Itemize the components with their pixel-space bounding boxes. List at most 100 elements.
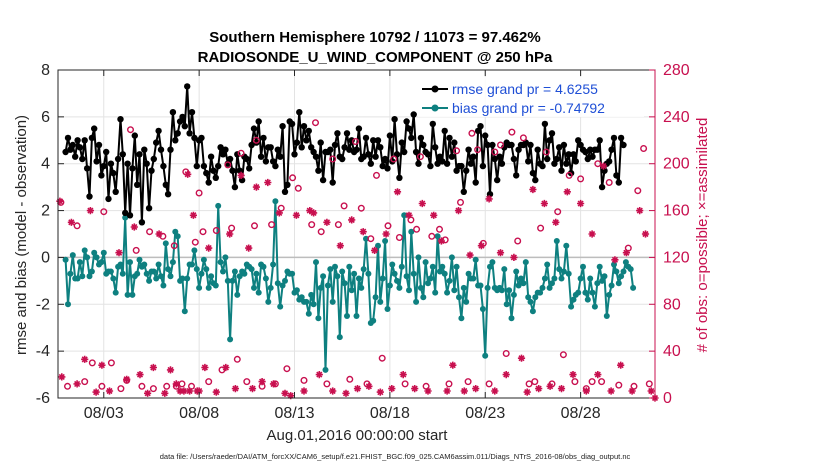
bias-point <box>482 352 489 359</box>
rmse-point <box>76 144 84 151</box>
bias-point <box>208 273 215 280</box>
assimilated-obs-marker <box>365 382 373 390</box>
bias-point <box>153 275 160 282</box>
bias-point <box>539 284 546 291</box>
rmse-point <box>348 137 355 144</box>
bias-point <box>217 259 224 266</box>
bias-point <box>329 298 336 305</box>
legend: rmse grand pr = 4.6255 bias grand pr = -0… <box>418 77 644 117</box>
assimilated-obs-marker <box>430 211 438 219</box>
assimilated-obs-marker <box>607 387 615 395</box>
assimilated-obs-marker <box>161 389 169 397</box>
bias-point <box>107 268 114 275</box>
possible-obs-marker <box>308 221 316 229</box>
bias-point <box>251 284 257 291</box>
rmse-point <box>184 83 191 90</box>
rmse-point <box>458 162 465 170</box>
possible-obs-marker <box>457 198 465 206</box>
possible-obs-marker <box>464 378 472 386</box>
rmse-point <box>293 139 301 146</box>
assimilated-obs-marker <box>186 387 194 395</box>
y2-tick-label: 0 <box>663 390 672 407</box>
bias-point <box>413 298 420 305</box>
assimilated-obs-marker <box>264 178 272 187</box>
possible-obs-marker <box>559 351 567 359</box>
rmse-point <box>250 125 258 132</box>
assimilated-obs-marker <box>287 392 295 400</box>
rmse-point <box>439 158 446 165</box>
possible-obs-marker <box>346 375 354 383</box>
legend-marker-0 <box>431 85 439 93</box>
rmse-point <box>317 139 324 146</box>
assimilated-obs-marker <box>411 385 419 393</box>
y2-tick-label: 240 <box>663 109 690 126</box>
rmse-point <box>331 141 339 149</box>
bias-point <box>236 273 243 280</box>
rmse-point <box>93 158 100 165</box>
rmse-point <box>606 158 613 165</box>
bias-point <box>420 294 427 301</box>
bias-series <box>62 198 637 373</box>
possible-obs-marker <box>117 385 125 393</box>
bias-point <box>527 298 534 305</box>
rmse-point <box>386 132 394 139</box>
x-tick-label: 08/23 <box>465 405 505 422</box>
possible-obs-marker <box>289 174 297 182</box>
bias-point <box>277 303 284 310</box>
rmse-point <box>420 141 427 149</box>
rmse-point <box>329 179 336 186</box>
possible-obs-marker <box>542 148 550 156</box>
assimilated-obs-marker <box>310 209 318 217</box>
bias-point <box>425 280 431 287</box>
assimilated-obs-marker <box>136 371 144 379</box>
bias-point <box>401 212 408 219</box>
possible-obs-marker <box>416 153 424 161</box>
bias-point <box>363 235 369 242</box>
bias-point <box>222 254 229 261</box>
rmse-point <box>384 165 391 172</box>
bias-point <box>558 275 565 282</box>
possible-obs-marker <box>323 380 331 388</box>
rmse-point <box>327 146 334 153</box>
possible-obs-marker <box>126 126 134 134</box>
bias-point <box>553 238 560 244</box>
rmse-point <box>319 176 327 184</box>
rmse-point <box>429 120 436 128</box>
bias-point <box>601 273 608 280</box>
possible-obs-marker <box>132 246 140 254</box>
y2-tick-label: 80 <box>663 296 681 313</box>
bias-point <box>155 261 162 268</box>
chart-title: Southern Hemisphere 10792 / 11073 = 97.4… <box>209 29 540 46</box>
bias-point <box>112 289 119 296</box>
rmse-point <box>191 134 198 142</box>
rmse-point <box>477 123 484 130</box>
possible-obs-marker <box>317 228 325 236</box>
assimilated-obs-marker <box>144 389 152 397</box>
rmse-point <box>205 179 212 186</box>
assimilated-obs-marker <box>449 361 457 369</box>
rmse-point <box>365 151 372 158</box>
possible-obs-marker <box>468 129 476 137</box>
rmse-point <box>558 167 565 174</box>
possible-obs-marker <box>228 224 236 232</box>
bias-point <box>541 275 548 282</box>
bias-point <box>332 263 338 270</box>
bias-point <box>169 259 176 266</box>
rmse-point <box>510 155 518 163</box>
assimilated-obs-marker <box>73 380 81 388</box>
y-tick-label: -4 <box>36 343 50 360</box>
rmse-point <box>257 153 265 160</box>
rmse-point <box>515 146 522 153</box>
rmse-point <box>62 148 69 156</box>
bias-point <box>589 289 596 296</box>
rmse-point <box>207 153 215 160</box>
possible-obs-marker <box>352 137 360 145</box>
possible-obs-marker <box>565 171 573 179</box>
bias-point <box>181 308 188 315</box>
y-tick-label: 4 <box>41 156 50 173</box>
rmse-point <box>277 153 284 160</box>
assimilated-obs-marker <box>477 242 485 250</box>
bias-point <box>606 291 613 298</box>
bias-point <box>529 308 536 315</box>
